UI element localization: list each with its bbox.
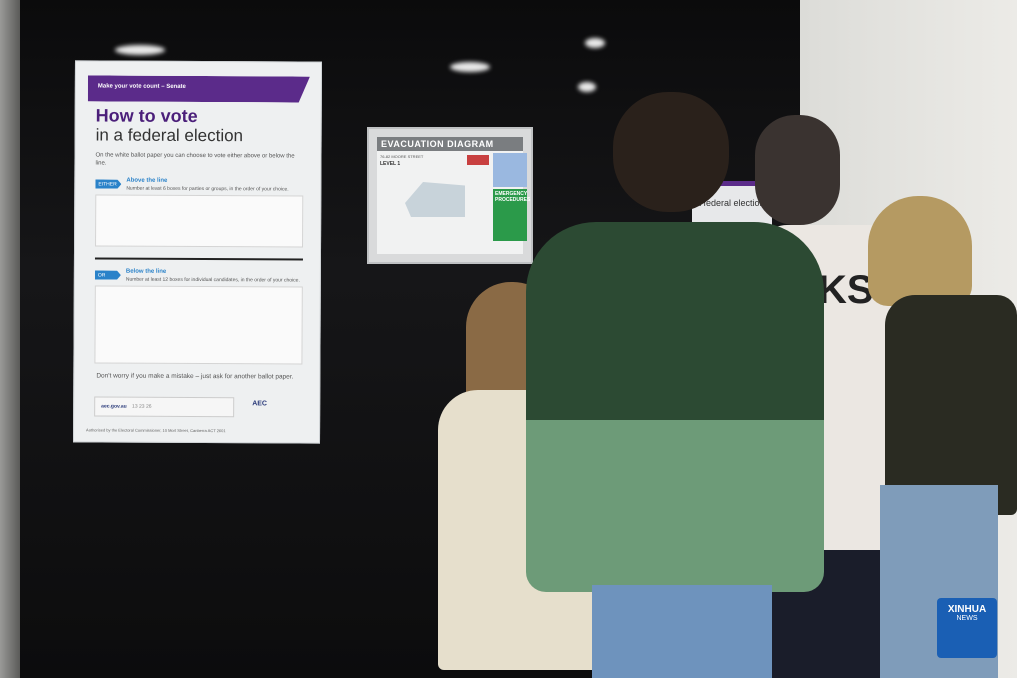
option1-text: Number at least 6 boxes for parties or g… xyxy=(126,185,289,193)
aec-logo: AEC xyxy=(252,400,268,408)
below-line-ballot-sample xyxy=(94,285,303,365)
ceiling-light-reflection xyxy=(115,45,165,55)
emergency-procedures: EMERGENCY PROCEDURES xyxy=(493,189,530,241)
authorisation: Authorised by the Electoral Commissioner… xyxy=(86,427,226,434)
ceiling-light-reflection xyxy=(585,38,605,48)
floor-plan xyxy=(405,182,465,217)
evac-street: 76-82 MOORE STREET xyxy=(380,154,424,159)
evac-level: LEVEL 1 xyxy=(380,161,401,167)
poster-band: Make your vote count – Senate xyxy=(88,75,310,102)
option1-heading: Above the line xyxy=(126,177,168,184)
evacuation-diagram-frame: EVACUATION DIAGRAM 76-82 MOORE STREET LE… xyxy=(367,127,533,264)
website: aec.gov.au xyxy=(101,403,127,410)
either-tag: EITHER xyxy=(95,179,121,188)
poster-subtitle: in a federal election xyxy=(95,125,244,146)
emergency-sign xyxy=(467,155,489,165)
above-line-ballot-sample xyxy=(95,194,304,248)
poster-title: How to vote xyxy=(95,105,198,126)
phone: 13 23 26 xyxy=(132,403,152,410)
xinhua-sub: NEWS xyxy=(956,615,978,622)
or-tag: OR xyxy=(95,270,121,279)
wall-left xyxy=(0,0,20,678)
second-poster-text: a federal election xyxy=(696,198,765,208)
xinhua-brand: XINHUA xyxy=(947,604,987,615)
poster-intro: On the white ballot paper you can choose… xyxy=(95,152,295,167)
how-to-vote-poster: Make your vote count – Senate How to vot… xyxy=(73,60,322,444)
poster-footer: aec.gov.au 13 23 26 xyxy=(94,396,235,418)
poster-mistake-note: Don't worry if you make a mistake – just… xyxy=(96,372,294,381)
ceiling-light-reflection xyxy=(450,62,490,72)
ceiling-light-reflection xyxy=(578,82,596,92)
xinhua-watermark: XINHUA NEWS xyxy=(937,598,997,658)
option2-text: Number at least 12 boxes for individual … xyxy=(125,276,300,284)
site-plan xyxy=(493,153,527,187)
option2-heading: Below the line xyxy=(125,268,167,275)
poster-divider xyxy=(94,257,303,261)
evac-title: EVACUATION DIAGRAM xyxy=(377,137,523,151)
